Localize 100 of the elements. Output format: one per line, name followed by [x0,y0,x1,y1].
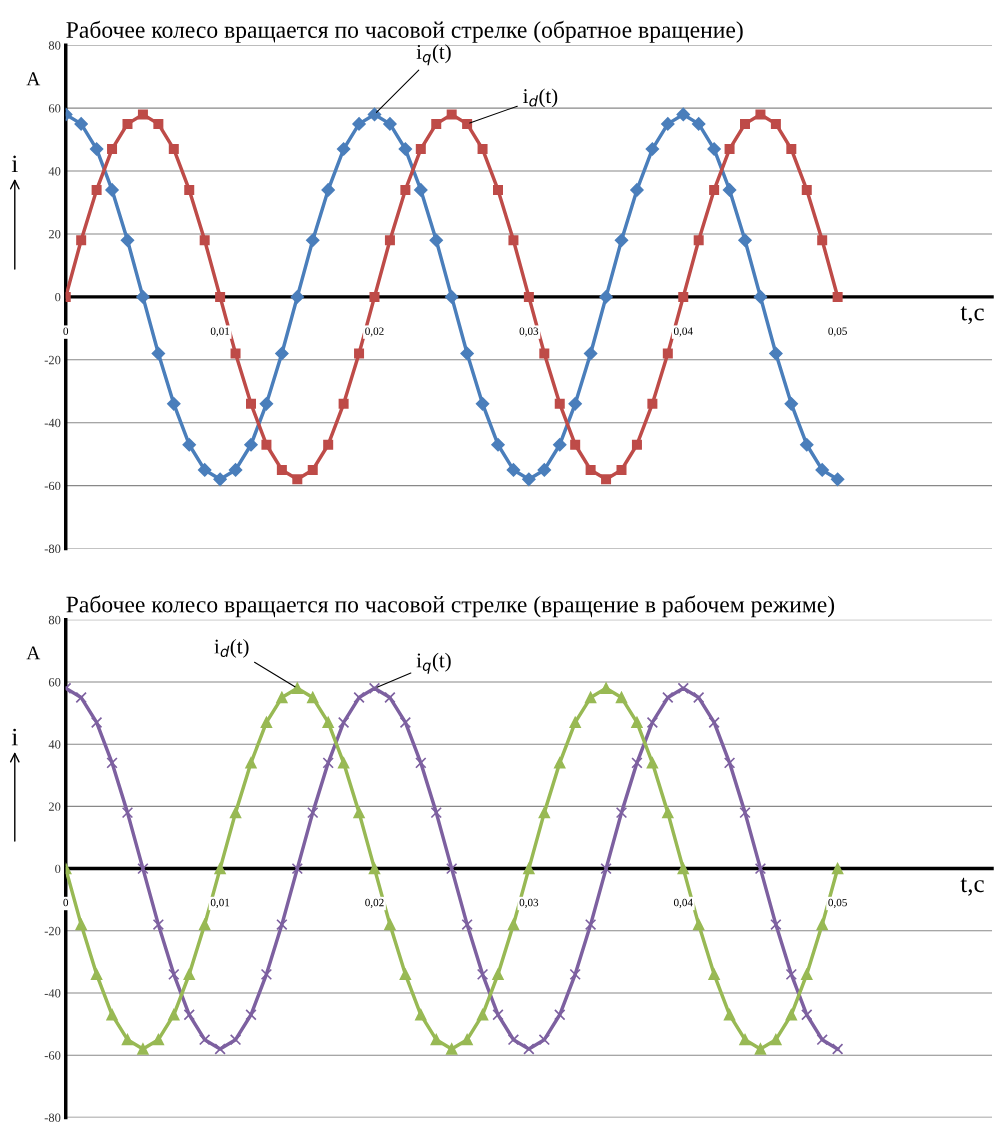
point [352,117,366,131]
point [554,398,565,409]
point [831,1043,844,1055]
point [554,757,566,769]
point [492,968,504,981]
point [785,968,798,981]
point [168,1009,180,1021]
point [708,716,720,729]
point [568,397,582,411]
point [724,144,735,155]
point [369,291,380,302]
point [755,109,766,120]
point [631,716,643,729]
point [76,235,87,246]
point [291,862,304,875]
point [430,806,442,819]
y-tick-label: 0 [55,292,61,302]
y-tick-label: -40 [44,418,61,428]
point [337,757,350,769]
point [769,346,783,361]
point [275,346,289,361]
point [75,691,87,704]
point [444,290,459,304]
point [461,918,473,931]
y-axis-title: i [11,728,18,746]
point [569,968,581,981]
point [368,682,381,694]
point [599,290,613,304]
point [152,1033,165,1046]
point [707,142,721,156]
point [291,682,304,694]
point [354,348,365,359]
point [431,118,442,129]
point [322,757,334,769]
y-tick-label: -60 [44,481,61,491]
x-tick-label: 0,03 [519,898,539,908]
point [677,682,689,694]
point [615,691,628,704]
point [584,918,597,931]
point [754,862,767,875]
point [384,691,396,704]
point [337,716,350,729]
point [353,806,365,819]
point [645,142,660,156]
point [290,290,305,304]
y-tick-label: -40 [44,989,61,998]
point [353,691,365,704]
point [492,1009,504,1021]
point [477,144,488,155]
point [445,862,458,875]
text: i$_{q}$(t) [416,44,451,66]
point [476,968,489,981]
point [90,716,103,729]
point [292,474,303,485]
x-tick-label: 0,03 [519,327,539,337]
point [198,1033,211,1046]
point [384,235,395,246]
x-tick-label: 0,01 [210,327,230,337]
x-tick-label: 0,04 [673,327,693,337]
point [801,184,812,195]
point [168,144,179,155]
point [662,806,674,819]
point [739,1033,751,1046]
x-tick-label: 0,01 [210,898,230,908]
point [693,235,704,246]
point [475,397,490,411]
point [492,184,504,195]
point [816,918,828,931]
point [738,233,752,247]
point [615,806,628,819]
point [107,144,118,155]
point [214,1043,226,1055]
point [74,117,88,131]
point [583,346,598,361]
point [229,806,242,819]
point [276,691,288,704]
point [183,1009,195,1021]
point [538,806,551,819]
point [260,716,273,729]
x-tick-label: 0,02 [365,898,384,908]
point [462,118,473,129]
point [739,806,751,819]
x-tick-label: 0,05 [828,327,847,337]
point [646,716,659,729]
point [338,398,349,409]
point [415,144,426,155]
point [784,397,799,411]
point [723,1009,736,1021]
point [523,291,534,302]
point [507,1033,520,1046]
y-tick-label: -20 [44,355,61,365]
point [786,144,797,155]
point [215,291,226,302]
point [692,918,705,931]
point [522,472,536,487]
y-tick-label: 0 [55,864,61,874]
point [399,716,412,729]
point [830,472,845,487]
point [276,918,288,931]
point [90,968,103,981]
